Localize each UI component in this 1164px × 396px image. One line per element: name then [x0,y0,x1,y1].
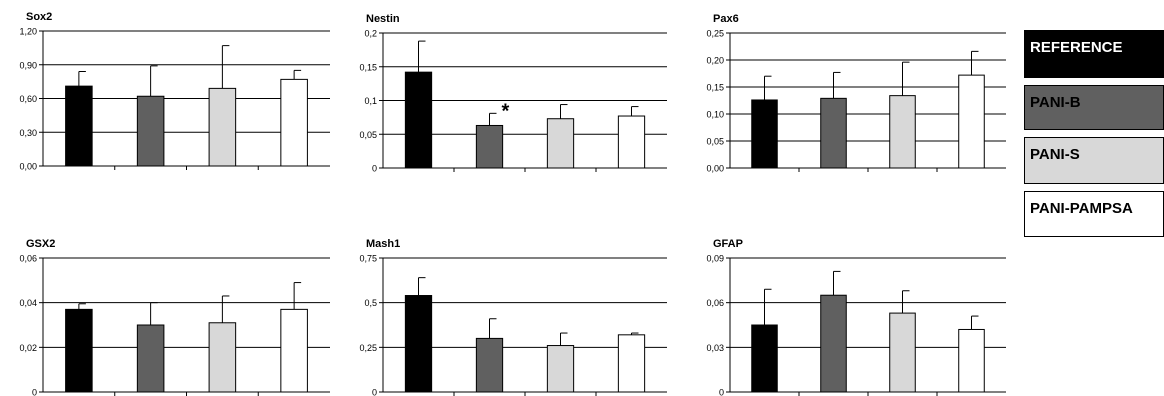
bar-pani-pampsa [280,308,308,393]
chart-title: Nestin [366,13,400,25]
bar-pani-b [820,97,847,169]
y-tick-label: 0,75 [359,254,377,264]
significance-marker: * [502,100,510,122]
chart-title: Sox2 [26,11,52,23]
y-tick-label: 0 [32,388,37,396]
y-tick-label: 0,05 [359,130,377,140]
bar-pani-s [208,87,237,167]
y-tick-label: 0,10 [706,110,724,120]
y-tick-label: 0,5 [364,298,377,308]
chart-title: GFAP [713,238,743,250]
legend-pani-b: PANI-B [1024,85,1164,130]
chart-title: Pax6 [713,13,739,25]
y-tick-label: 1,20 [19,27,37,37]
y-tick-label: 0,25 [359,343,377,353]
y-tick-label: 0,1 [364,96,377,106]
y-tick-label: 0,30 [19,128,37,138]
legend-label: REFERENCE [1030,39,1123,56]
chart-title: GSX2 [26,238,55,250]
bar-pani-b [475,337,504,393]
bar-pani-s [208,322,237,393]
y-tick-label: 0,2 [364,29,377,39]
bar-reference [404,71,433,169]
legend-label: PANI-B [1030,94,1081,111]
y-tick-label: 0,15 [706,83,724,93]
y-tick-label: 0,06 [19,254,37,264]
bar-reference [751,324,778,393]
bar-reference [65,308,93,393]
bar-pani-b [475,124,504,169]
bar-reference [404,295,433,393]
y-tick-label: 0,25 [706,29,724,39]
bar-reference [65,85,93,167]
bar-pani-pampsa [280,78,308,167]
legend-pani-s: PANI-S [1024,137,1164,184]
legend-reference: REFERENCE [1024,30,1164,78]
chart-grid: Sox2 0,00 0,30 0,60 0,90 1,20 Nestin 0 0,05 0,1 0,… [19,11,1006,396]
y-tick-label: 0,15 [359,62,377,72]
y-tick-label: 0,20 [706,56,724,66]
bar-reference [751,99,778,169]
bar-pani-b [136,324,165,393]
y-tick-label: 0 [719,388,724,396]
legend-pani-pampsa: PANI-PAMPSA [1024,191,1164,237]
chart-title: Mash1 [366,238,400,250]
y-tick-label: 0,60 [19,94,37,104]
bar-pani-s [546,118,575,169]
y-tick-label: 0,03 [706,343,724,353]
bar-pani-b [136,95,165,167]
bar-pani-pampsa [958,74,985,169]
bar-pani-pampsa [617,334,646,393]
bar-pani-s [889,312,916,393]
y-tick-label: 0 [372,164,377,174]
legend-label: PANI-PAMPSA [1030,200,1133,217]
y-tick-label: 0,04 [19,298,37,308]
y-tick-label: 0,90 [19,60,37,70]
y-tick-label: 0,00 [19,162,37,172]
y-tick-label: 0,09 [706,254,724,264]
y-tick-label: 0,06 [706,298,724,308]
bar-pani-pampsa [958,328,985,393]
bar-pani-pampsa [617,115,646,169]
legend-label: PANI-S [1030,146,1080,163]
y-tick-label: 0,05 [706,137,724,147]
bar-pani-b [820,294,847,393]
y-tick-label: 0,00 [706,164,724,174]
y-tick-label: 0 [372,388,377,396]
bar-pani-s [889,95,916,169]
y-tick-label: 0,02 [19,343,37,353]
bar-pani-s [546,345,575,393]
